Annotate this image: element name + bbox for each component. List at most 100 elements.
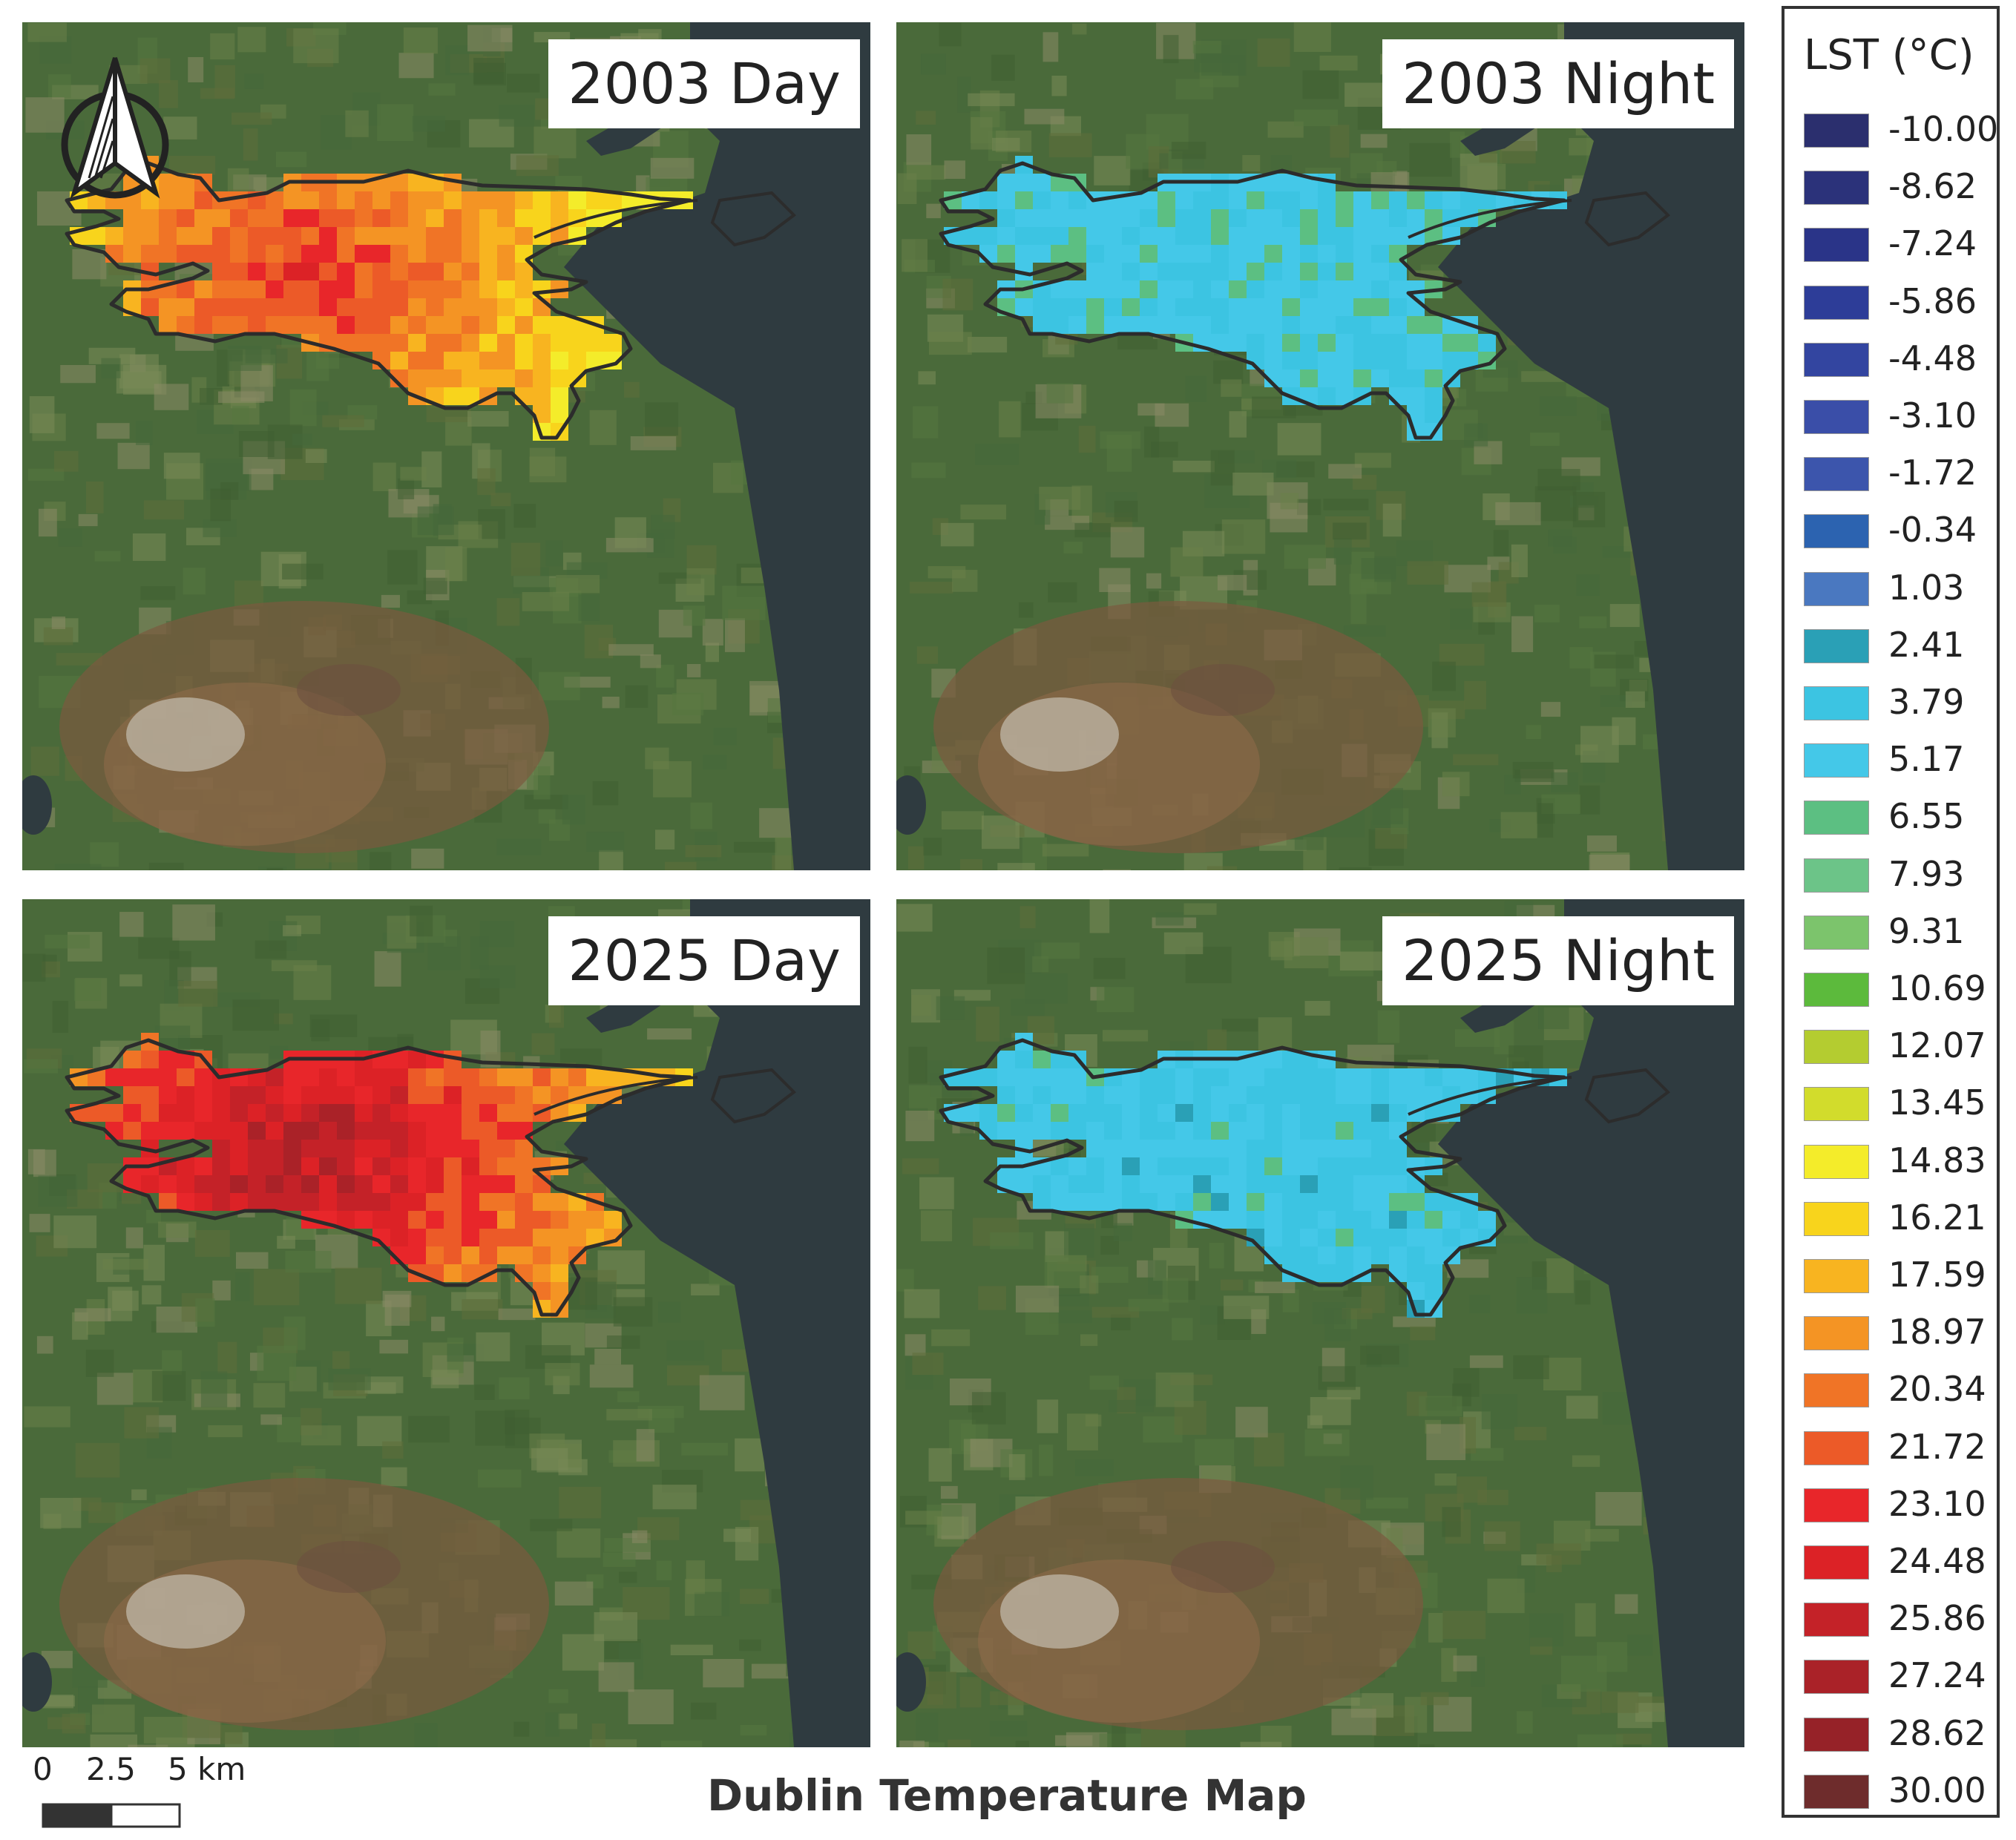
temperature-cell [266, 1140, 283, 1157]
temperature-cell [497, 1122, 515, 1140]
temperature-cell [997, 1122, 1015, 1140]
temperature-cell [212, 1175, 230, 1193]
legend-label: 13.45 [1888, 1082, 1986, 1123]
temperature-cell [1175, 263, 1193, 280]
temperature-cell [337, 298, 355, 316]
legend-swatch [1804, 1718, 1869, 1752]
temperature-cell [1086, 280, 1104, 298]
temperature-cell [1389, 352, 1407, 369]
map-panel-2003-night: 2003 Night [896, 22, 1744, 870]
temperature-cell [372, 1104, 390, 1122]
temperature-cell [1318, 1211, 1336, 1229]
temperature-cell [1104, 1068, 1122, 1086]
legend-label: -3.10 [1888, 395, 1977, 436]
temperature-cell [515, 369, 533, 387]
temperature-cell [123, 1122, 141, 1140]
temperature-cell [372, 280, 390, 298]
temperature-cell [533, 209, 551, 227]
temperature-cell [515, 387, 533, 405]
temperature-cell [194, 191, 212, 209]
temperature-cell [1193, 1140, 1211, 1157]
temperature-cell [1211, 263, 1229, 280]
temperature-cell [283, 1157, 301, 1175]
temperature-cell [1371, 369, 1389, 387]
temperature-cell [1353, 1246, 1371, 1264]
temperature-cell [479, 298, 497, 316]
temperature-cell [462, 1211, 479, 1229]
temperature-cell [1371, 334, 1389, 352]
temperature-cell [1158, 227, 1175, 245]
temperature-cell [1068, 1104, 1086, 1122]
temperature-cell [1300, 245, 1318, 263]
temperature-cell [355, 209, 372, 227]
temperature-cell [1318, 263, 1336, 280]
temperature-cell [1140, 263, 1158, 280]
temperature-cell [408, 1246, 426, 1264]
temperature-cell [1211, 280, 1229, 298]
temperature-cell [479, 369, 497, 387]
temperature-cell [1015, 1104, 1033, 1122]
temperature-cell [390, 1229, 408, 1246]
temperature-cell [497, 1211, 515, 1229]
temperature-cell [212, 1157, 230, 1175]
temperature-cell [1086, 245, 1104, 263]
temperature-cell [1264, 1086, 1282, 1104]
temperature-cell [1371, 298, 1389, 316]
temperature-cell [1033, 316, 1051, 334]
temperature-cell [105, 245, 123, 263]
temperature-cell [1229, 1122, 1247, 1140]
temperature-cell [426, 209, 444, 227]
temperature-cell [123, 209, 141, 227]
temperature-cell [1068, 316, 1086, 334]
temperature-cell [105, 227, 123, 245]
temperature-cell [1211, 316, 1229, 334]
temperature-cell [1086, 209, 1104, 227]
temperature-cell [408, 1211, 426, 1229]
temperature-cell [1086, 1104, 1104, 1122]
temperature-cell [1086, 263, 1104, 280]
temperature-cell [212, 209, 230, 227]
temperature-cell [1175, 191, 1193, 209]
legend-swatch [1804, 572, 1869, 606]
temperature-cell [533, 191, 551, 209]
temperature-cell [390, 1086, 408, 1104]
legend-swatch [1804, 1431, 1869, 1465]
temperature-cell [1425, 405, 1442, 423]
temperature-cell [408, 1104, 426, 1122]
temperature-cell [497, 191, 515, 209]
legend-label: 18.97 [1888, 1312, 1986, 1352]
temperature-cell [1211, 1068, 1229, 1086]
temperature-cell [444, 1104, 462, 1122]
temperature-cell [212, 1193, 230, 1211]
temperature-cell [1371, 227, 1389, 245]
legend-swatch [1804, 916, 1869, 950]
temperature-cell [1336, 1175, 1353, 1193]
temperature-cell [1318, 1068, 1336, 1086]
temperature-cell [1051, 1175, 1068, 1193]
temperature-cell [1104, 1140, 1122, 1157]
temperature-cell [1229, 263, 1247, 280]
temperature-cell [1140, 1086, 1158, 1104]
temperature-cell [194, 1104, 212, 1122]
temperature-cell [372, 1157, 390, 1175]
temperature-cell [1336, 1104, 1353, 1122]
temperature-cell [1211, 1086, 1229, 1104]
temperature-cell [586, 1068, 604, 1086]
temperature-cell [1425, 1068, 1442, 1086]
temperature-cell [408, 191, 426, 209]
temperature-cell [1282, 1157, 1300, 1175]
temperature-cell [1460, 191, 1478, 209]
temperature-cell [1264, 227, 1282, 245]
temperature-cell [1442, 1068, 1460, 1086]
temperature-cell [1193, 316, 1211, 334]
temperature-cell [533, 1211, 551, 1229]
temperature-cell [319, 227, 337, 245]
temperature-cell [1158, 1140, 1175, 1157]
temperature-cell [1336, 1086, 1353, 1104]
temperature-cell [1175, 1104, 1193, 1122]
temperature-cell [283, 298, 301, 316]
temperature-cell [266, 1175, 283, 1193]
temperature-cell [408, 1175, 426, 1193]
temperature-cell [1318, 298, 1336, 316]
temperature-cell [1353, 334, 1371, 352]
